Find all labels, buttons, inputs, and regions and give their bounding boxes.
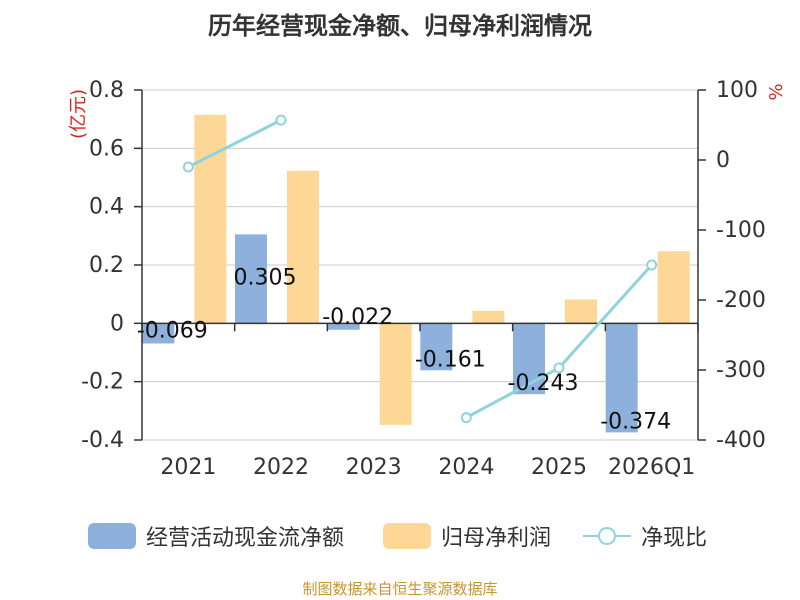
ratio-line [182,114,658,424]
x-tick-2024: 2024 [438,455,494,480]
legend-swatch-cashflow [88,523,136,549]
x-tick-2021: 2021 [160,455,216,480]
bar-netprofit-2021 [194,114,227,324]
y-left-tick-0: 0.8 [89,78,124,103]
y-left-tick-1: 0.6 [89,136,124,161]
ratio-point-2025 [553,362,565,374]
bar-netprofit-2024 [472,310,505,324]
y-right-tick-4: -300 [716,358,766,383]
y-right-tick-5: -400 [716,428,766,453]
bar-cashflow-2024 [420,323,453,371]
bar-netprofit-2025 [565,299,597,324]
ratio-point-2022 [275,114,287,126]
x-tick-2026Q1: 2026Q1 [608,455,695,480]
gridlines [142,89,698,441]
bar-cashflow-2023 [327,323,360,330]
data-label-cashflow-2025: -0.243 [508,371,579,396]
y-right-tick-0: 100 [716,78,758,103]
y-left-tick-2: 0.4 [89,195,124,220]
chart-title: 历年经营现金净额、归母净利润情况 [208,12,592,40]
bar-cashflow-2026Q1 [605,323,638,433]
bar-cashflow-2022 [235,234,267,324]
x-tick-2023: 2023 [346,455,402,480]
legend-label-cashflow: 经营活动现金流净额 [146,526,345,551]
axes [134,89,706,441]
bar-netprofit-2022 [287,170,319,324]
y-left-tick-6: -0.4 [81,428,124,453]
data-label-cashflow-2026Q1: -0.374 [600,409,671,434]
ratio-point-2024 [460,412,472,424]
y-right-tick-1: 0 [716,148,730,173]
bar-netprofit-2023 [379,323,412,425]
bar-netprofit-2026Q1 [657,251,690,324]
x-tick-2022: 2022 [253,455,309,480]
y-left-tick-4: 0 [110,311,124,336]
y-right-tick-2: -100 [716,218,766,243]
bars [142,114,690,433]
legend-label-netprofit: 归母净利润 [441,526,552,551]
legend-item-ratio[interactable]: 净现比 [583,518,707,554]
bar-cashflow-2021 [142,323,175,344]
data-label-cashflow-2023: -0.022 [322,305,393,330]
data-label-cashflow-2024: -0.161 [415,347,486,372]
legend-item-cashflow[interactable]: 经营活动现金流净额 [88,518,344,554]
legend-label-ratio: 净现比 [641,526,708,551]
y-left-unit: (亿元) [68,89,89,139]
data-label-cashflow-2021: -0.069 [137,318,208,343]
legend-item-netprofit[interactable]: 归母净利润 [383,518,551,554]
source-note: 制图数据来自恒生聚源数据库 [302,580,498,598]
ratio-line-segment-0 [187,118,282,169]
ratio-point-2026Q1 [646,259,658,271]
y-right-unit: % [766,83,787,100]
y-left-tick-5: -0.2 [81,370,124,395]
y-left-tick-3: 0.2 [89,253,124,278]
y-right-tick-3: -200 [716,288,766,313]
data-labels: -0.069 0.305 -0.022 -0.161 -0.243 -0.374 [137,265,671,434]
data-label-cashflow-2022: 0.305 [234,265,297,290]
ratio-point-2021 [182,161,194,173]
legend-swatch-ratio [583,523,631,549]
tick-labels: 0.8 0.6 0.4 0.2 0 -0.2 -0.4 100 0 -100 -200 -300 -40… [68,78,787,480]
x-tick-2025: 2025 [531,455,587,480]
legend: 经营活动现金流净额 归母净利润 净现比 [0,518,800,554]
legend-swatch-netprofit [383,523,431,549]
